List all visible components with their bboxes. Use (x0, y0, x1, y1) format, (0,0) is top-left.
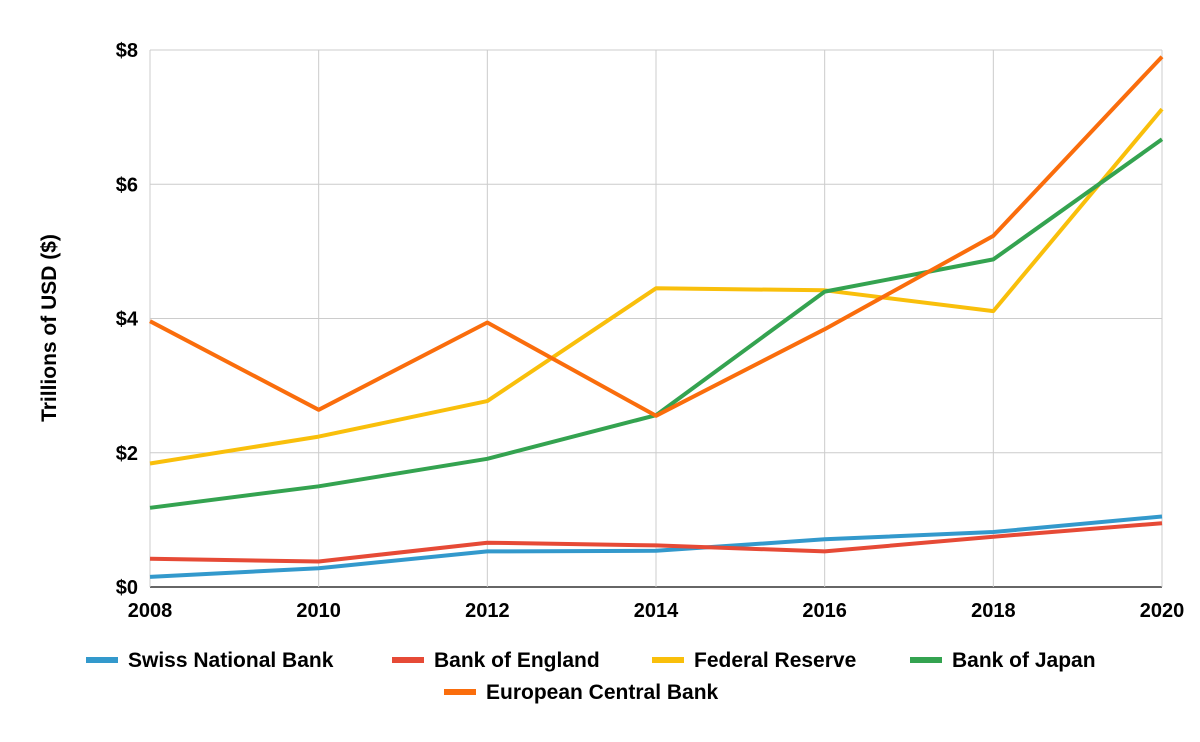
chart-legend: Swiss National Bank Bank of England Federa… (86, 649, 1096, 704)
y-tick-label: $4 (116, 309, 139, 331)
y-tick-label: $2 (116, 443, 138, 465)
y-axis-ticks: $0 $2 $4 $6 $8 (116, 40, 139, 599)
x-tick-label: 2010 (296, 600, 341, 622)
legend-swatch-bank-of-japan (910, 657, 942, 663)
x-tick-label: 2018 (971, 600, 1016, 622)
x-axis-ticks: 2008 2010 2012 2014 2016 2018 2020 (128, 600, 1185, 622)
series-line-bank-of-england (149, 521, 1163, 564)
series-line-swiss-national-bank (149, 514, 1163, 579)
x-tick-label: 2012 (465, 600, 510, 622)
legend-swatch-european-central-bank (444, 689, 476, 695)
y-tick-label: $6 (116, 174, 138, 196)
chart-grid (149, 49, 1163, 588)
legend-label-swiss-national-bank: Swiss National Bank (128, 649, 334, 672)
legend-swatch-swiss-national-bank (86, 657, 118, 663)
y-axis-title: Trillions of USD ($) (38, 234, 61, 422)
legend-swatch-federal-reserve (652, 657, 684, 663)
x-tick-label: 2008 (128, 600, 173, 622)
x-tick-label: 2014 (634, 600, 679, 622)
series-line-federal-reserve (149, 107, 1164, 466)
y-tick-label: $0 (116, 577, 138, 599)
y-tick-label: $8 (116, 40, 138, 62)
legend-label-european-central-bank: European Central Bank (486, 681, 719, 704)
chart-series (149, 55, 1164, 579)
legend-label-bank-of-england: Bank of England (434, 649, 600, 672)
legend-label-federal-reserve: Federal Reserve (694, 649, 856, 672)
legend-swatch-bank-of-england (392, 657, 424, 663)
series-line-european-central-bank (149, 55, 1164, 418)
x-tick-label: 2020 (1140, 600, 1185, 622)
x-tick-label: 2016 (802, 600, 847, 622)
legend-label-bank-of-japan: Bank of Japan (952, 649, 1096, 672)
